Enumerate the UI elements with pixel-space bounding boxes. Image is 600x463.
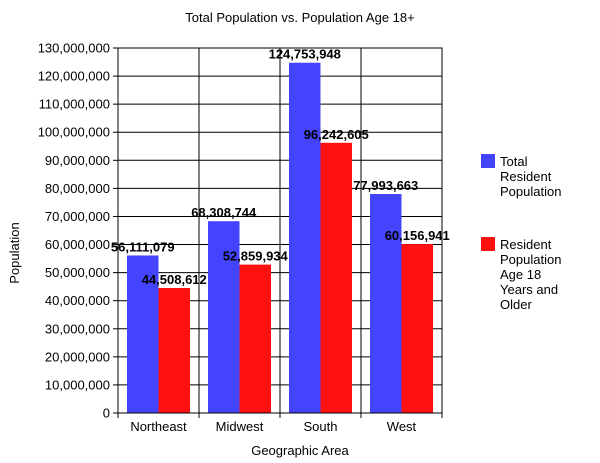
x-tick-label: Midwest bbox=[216, 419, 264, 434]
legend-swatch bbox=[481, 154, 495, 168]
chart-title: Total Population vs. Population Age 18+ bbox=[185, 10, 414, 25]
y-tick-label: 50,000,000 bbox=[45, 265, 110, 280]
y-tick-label: 20,000,000 bbox=[45, 349, 110, 364]
legend-label: Total bbox=[500, 154, 528, 169]
data-labels: 56,111,079 44,508,612 68,308,744 52,859,934… bbox=[111, 47, 450, 287]
y-tick-label: 110,000,000 bbox=[39, 97, 110, 112]
y-tick-label: 100,000,000 bbox=[38, 125, 110, 140]
legend-label: Population bbox=[500, 252, 561, 267]
bar bbox=[320, 142, 352, 413]
y-tick-label: 90,000,000 bbox=[45, 153, 110, 168]
data-label: 77,993,663 bbox=[353, 178, 418, 193]
data-label: 56,111,079 bbox=[111, 239, 175, 254]
legend-label: Population bbox=[500, 184, 561, 199]
y-tick-label: 60,000,000 bbox=[45, 237, 110, 252]
data-label: 124,753,948 bbox=[269, 47, 341, 62]
y-axis-label: Population bbox=[7, 222, 22, 283]
data-label: 68,308,744 bbox=[191, 205, 257, 220]
y-tick-label: 40,000,000 bbox=[45, 293, 110, 308]
x-tick-label: West bbox=[387, 419, 417, 434]
y-tick-label: 0 bbox=[103, 406, 110, 421]
bars bbox=[127, 62, 433, 413]
y-tick-label: 10,000,000 bbox=[45, 377, 110, 392]
data-label: 96,242,605 bbox=[304, 127, 369, 142]
bar bbox=[208, 221, 240, 413]
bar bbox=[158, 288, 190, 413]
data-label: 44,508,612 bbox=[142, 272, 207, 287]
x-tick-label: South bbox=[304, 419, 338, 434]
x-tick-label: Northeast bbox=[130, 419, 187, 434]
y-tick-label: 70,000,000 bbox=[45, 209, 110, 224]
y-tick-label: 30,000,000 bbox=[45, 321, 110, 336]
bar bbox=[401, 244, 433, 413]
legend-label: Older bbox=[500, 297, 532, 312]
data-label: 60,156,941 bbox=[385, 228, 450, 243]
y-axis-ticks: 0 10,000,000 20,000,000 30,000,000 40,000,00… bbox=[38, 41, 118, 421]
bar bbox=[370, 194, 402, 413]
legend-label: Age 18 bbox=[500, 267, 541, 282]
legend-label: Resident bbox=[500, 237, 552, 252]
bar bbox=[127, 255, 159, 413]
legend-swatch bbox=[481, 237, 495, 251]
bar bbox=[289, 62, 321, 413]
data-label: 52,859,934 bbox=[223, 249, 289, 264]
x-axis-ticks: Northeast Midwest South West bbox=[117, 413, 443, 434]
bar bbox=[239, 264, 271, 413]
y-tick-label: 80,000,000 bbox=[45, 181, 110, 196]
y-tick-label: 130,000,000 bbox=[38, 41, 110, 56]
x-axis-label: Geographic Area bbox=[251, 443, 349, 458]
legend: TotalResidentPopulationResidentPopulatio… bbox=[481, 154, 561, 312]
legend-label: Years and bbox=[500, 282, 558, 297]
legend-label: Resident bbox=[500, 169, 552, 184]
y-tick-label: 120,000,000 bbox=[38, 69, 110, 84]
